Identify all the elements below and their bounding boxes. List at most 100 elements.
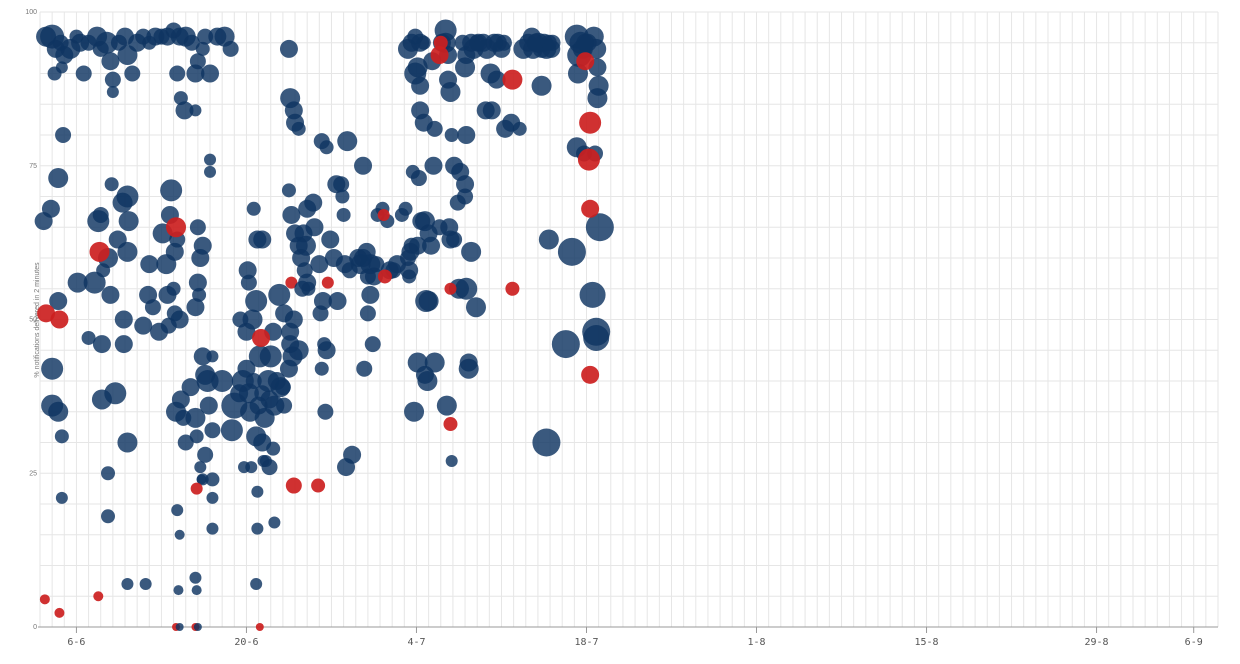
data-point-blue bbox=[276, 397, 293, 414]
data-point-blue bbox=[191, 585, 202, 596]
data-point-blue bbox=[48, 401, 69, 422]
data-point-blue bbox=[587, 88, 608, 109]
data-point-blue bbox=[189, 429, 204, 444]
data-point-blue bbox=[246, 201, 261, 216]
data-point-blue bbox=[398, 201, 413, 216]
y-tick-labels: 0 25 50 75 100 bbox=[25, 9, 37, 631]
data-point-blue bbox=[117, 432, 138, 453]
data-point-blue bbox=[199, 396, 218, 415]
data-point-blue bbox=[304, 193, 323, 212]
x-tick-label: 1-8 bbox=[747, 637, 765, 648]
data-point-blue bbox=[281, 183, 296, 198]
data-point-blue bbox=[456, 175, 475, 194]
data-point-red bbox=[505, 281, 520, 296]
data-point-blue bbox=[268, 283, 291, 306]
data-point-blue bbox=[185, 407, 206, 428]
data-point-red bbox=[93, 591, 104, 602]
data-point-blue bbox=[186, 298, 205, 317]
data-point-red bbox=[377, 269, 392, 284]
data-point-blue bbox=[117, 241, 138, 262]
data-point-blue bbox=[106, 85, 119, 98]
data-point-red bbox=[576, 52, 595, 71]
data-point-blue bbox=[169, 65, 186, 82]
data-point-blue bbox=[238, 261, 257, 280]
data-point-blue bbox=[237, 359, 256, 378]
data-point-blue bbox=[436, 395, 457, 416]
data-point-blue bbox=[335, 189, 350, 204]
data-point-blue bbox=[321, 230, 340, 249]
data-point-blue bbox=[189, 53, 206, 70]
data-point-blue bbox=[206, 491, 219, 504]
data-point-blue bbox=[284, 310, 303, 329]
data-point-blue bbox=[92, 206, 109, 223]
data-point-red bbox=[39, 594, 50, 605]
data-point-blue bbox=[95, 31, 118, 54]
data-point-red bbox=[581, 365, 600, 384]
data-point-blue bbox=[557, 237, 586, 266]
data-point-blue bbox=[220, 419, 243, 442]
data-point-blue bbox=[455, 57, 476, 78]
data-point-blue bbox=[418, 291, 439, 312]
data-point-red bbox=[255, 623, 264, 631]
data-point-blue bbox=[319, 140, 334, 155]
data-point-blue bbox=[114, 310, 133, 329]
data-point-blue bbox=[166, 281, 181, 296]
data-point-blue bbox=[301, 281, 316, 296]
data-point-blue bbox=[193, 347, 212, 366]
data-point-blue bbox=[189, 219, 206, 236]
data-point-red bbox=[579, 111, 602, 134]
x-tick-label: 6-6 bbox=[67, 637, 85, 648]
x-tick-label: 20-6 bbox=[234, 637, 258, 648]
data-point-blue bbox=[121, 577, 134, 590]
data-point-blue bbox=[116, 185, 139, 208]
data-point-blue bbox=[101, 285, 120, 304]
data-point-blue bbox=[101, 509, 116, 524]
data-point-blue bbox=[175, 623, 184, 631]
data-point-blue bbox=[368, 256, 385, 273]
data-point-blue bbox=[101, 466, 116, 481]
data-point-blue bbox=[445, 454, 458, 467]
data-point-blue bbox=[487, 70, 506, 89]
data-point-blue bbox=[364, 336, 381, 353]
data-point-blue bbox=[211, 370, 234, 392]
data-point-blue bbox=[171, 390, 190, 409]
data-point-blue bbox=[55, 491, 68, 504]
data-point-blue bbox=[416, 35, 431, 50]
data-point-blue bbox=[92, 335, 111, 354]
data-point-blue bbox=[586, 38, 607, 59]
data-point-blue bbox=[314, 361, 329, 376]
data-point-blue bbox=[193, 236, 212, 255]
data-point-blue bbox=[305, 218, 324, 237]
data-point-blue bbox=[333, 176, 350, 193]
data-point-blue bbox=[579, 281, 606, 308]
data-point-blue bbox=[134, 316, 153, 335]
data-point-blue bbox=[291, 121, 306, 136]
data-point-blue bbox=[532, 428, 561, 457]
data-point-blue bbox=[259, 454, 272, 467]
data-point-blue bbox=[538, 229, 559, 250]
data-point-blue bbox=[104, 177, 119, 192]
data-point-blue bbox=[312, 305, 329, 322]
data-point-blue bbox=[245, 290, 268, 313]
data-point-red bbox=[311, 478, 326, 493]
data-point-blue bbox=[183, 34, 200, 51]
data-point-blue bbox=[512, 121, 527, 136]
data-point-red bbox=[443, 417, 458, 432]
data-point-blue bbox=[160, 179, 183, 202]
data-point-blue bbox=[336, 207, 351, 222]
data-point-blue bbox=[465, 297, 486, 318]
data-point-blue bbox=[242, 309, 263, 330]
data-point-blue bbox=[83, 271, 106, 294]
data-point-red bbox=[581, 199, 600, 218]
data-point-blue bbox=[67, 272, 88, 293]
data-point-blue bbox=[250, 577, 263, 590]
data-point-blue bbox=[171, 504, 184, 517]
data-point-blue bbox=[49, 292, 68, 311]
data-point-blue bbox=[196, 474, 207, 485]
y-tick-label: 0 bbox=[33, 624, 37, 631]
data-point-blue bbox=[482, 101, 501, 120]
data-point-blue bbox=[165, 242, 184, 261]
data-point-blue bbox=[328, 292, 347, 311]
data-point-blue bbox=[551, 330, 580, 359]
data-point-blue bbox=[173, 585, 184, 596]
